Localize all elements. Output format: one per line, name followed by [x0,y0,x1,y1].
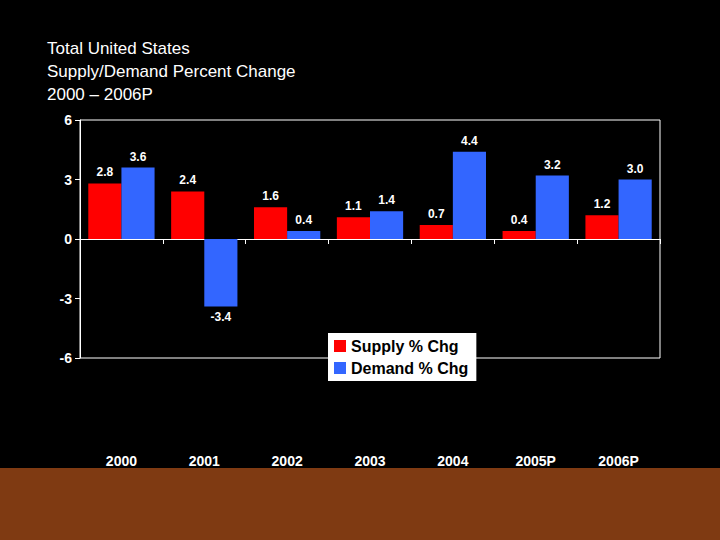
svg-text:4.4: 4.4 [461,134,478,148]
svg-text:-3.4: -3.4 [211,310,232,324]
svg-text:2004: 2004 [437,453,468,468]
svg-text:2000 – 2006P: 2000 – 2006P [47,85,153,104]
svg-text:3.2: 3.2 [544,158,561,172]
svg-text:2005P: 2005P [515,453,555,468]
svg-text:Supply/Demand Percent Change: Supply/Demand Percent Change [47,62,296,81]
svg-text:0.4: 0.4 [295,213,312,227]
svg-text:3.6: 3.6 [130,150,147,164]
svg-text:1.6: 1.6 [262,189,279,203]
svg-text:-6: -6 [60,350,73,366]
svg-text:0.4: 0.4 [511,213,528,227]
svg-text:2002: 2002 [272,453,303,468]
svg-text:1.2: 1.2 [594,197,611,211]
svg-text:2003: 2003 [354,453,385,468]
svg-text:0.7: 0.7 [428,207,445,221]
svg-text:2000: 2000 [106,453,137,468]
svg-text:6: 6 [64,112,72,128]
svg-text:Demand % Chg: Demand % Chg [351,360,468,377]
svg-text:2.4: 2.4 [179,173,196,187]
svg-text:1.4: 1.4 [378,193,395,207]
svg-text:Supply % Chg: Supply % Chg [351,338,459,355]
svg-text:0: 0 [64,231,72,247]
svg-text:2001: 2001 [189,453,220,468]
svg-text:3: 3 [64,172,72,188]
svg-text:3.0: 3.0 [627,162,644,176]
svg-text:1.1: 1.1 [345,199,362,213]
svg-text:-3: -3 [60,291,73,307]
svg-text:2.8: 2.8 [97,165,114,179]
svg-text:Total United States: Total United States [47,39,190,58]
svg-text:2006P: 2006P [598,453,638,468]
